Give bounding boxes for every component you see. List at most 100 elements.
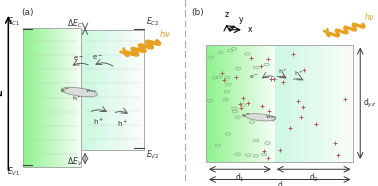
Bar: [316, 45, 319, 162]
Bar: [136, 30, 138, 150]
Bar: [138, 30, 140, 150]
Bar: [71, 28, 73, 167]
Bar: [314, 45, 317, 162]
Bar: [134, 30, 136, 150]
Bar: [135, 30, 137, 150]
Bar: [81, 30, 144, 150]
Bar: [28, 28, 29, 167]
Bar: [349, 45, 352, 162]
Bar: [216, 45, 218, 162]
Bar: [307, 45, 310, 162]
Bar: [52, 28, 53, 167]
Bar: [81, 30, 83, 150]
Bar: [38, 28, 40, 167]
Text: y: y: [239, 15, 243, 24]
Bar: [91, 30, 92, 150]
Bar: [107, 30, 109, 150]
Bar: [141, 30, 143, 150]
Bar: [123, 30, 124, 150]
Bar: [346, 45, 349, 162]
Bar: [218, 45, 221, 162]
Text: h$^+$: h$^+$: [117, 118, 129, 129]
Bar: [226, 45, 228, 162]
Bar: [109, 30, 111, 150]
Bar: [287, 45, 290, 162]
Bar: [235, 45, 238, 162]
Bar: [253, 45, 256, 162]
Bar: [231, 45, 234, 162]
Text: $E_{C2}$: $E_{C2}$: [146, 15, 159, 28]
Bar: [129, 30, 130, 150]
Bar: [299, 45, 302, 162]
Bar: [36, 28, 38, 167]
Bar: [79, 28, 81, 167]
Bar: [40, 28, 42, 167]
Bar: [250, 45, 253, 162]
Bar: [93, 30, 94, 150]
Text: e$^-$: e$^-$: [92, 53, 103, 62]
Bar: [125, 30, 126, 150]
Bar: [292, 45, 295, 162]
Bar: [88, 30, 90, 150]
Bar: [78, 28, 80, 167]
Bar: [285, 45, 287, 162]
Bar: [302, 45, 305, 162]
Bar: [47, 28, 48, 167]
Text: $v_{rec}$: $v_{rec}$: [85, 87, 98, 95]
Ellipse shape: [245, 114, 276, 121]
Bar: [26, 28, 27, 167]
Bar: [105, 30, 107, 150]
Bar: [53, 28, 54, 167]
Bar: [213, 45, 216, 162]
Bar: [63, 28, 64, 167]
Text: h$^+$: h$^+$: [294, 69, 305, 78]
Text: d$_{yz}$: d$_{yz}$: [363, 97, 376, 110]
Bar: [331, 45, 334, 162]
Bar: [341, 45, 344, 162]
Bar: [25, 28, 26, 167]
Bar: [243, 45, 246, 162]
Text: d$_2$: d$_2$: [309, 171, 319, 184]
Bar: [124, 30, 125, 150]
Bar: [103, 30, 104, 150]
Bar: [31, 28, 33, 167]
Bar: [39, 28, 40, 167]
Bar: [99, 30, 100, 150]
Ellipse shape: [61, 87, 98, 97]
Bar: [309, 45, 312, 162]
Bar: [51, 28, 52, 167]
Bar: [128, 30, 129, 150]
Bar: [304, 45, 307, 162]
Bar: [54, 28, 55, 167]
Bar: [339, 45, 342, 162]
Text: h$^+$: h$^+$: [278, 67, 288, 76]
Bar: [56, 28, 57, 167]
Bar: [113, 30, 115, 150]
Bar: [43, 28, 45, 167]
Bar: [228, 45, 231, 162]
Bar: [96, 30, 97, 150]
Bar: [94, 30, 95, 150]
Bar: [115, 30, 116, 150]
Bar: [277, 45, 280, 162]
Bar: [272, 45, 275, 162]
Bar: [143, 30, 144, 150]
Bar: [329, 45, 332, 162]
Bar: [82, 30, 84, 150]
Bar: [255, 45, 258, 162]
Bar: [126, 30, 127, 150]
Bar: [127, 30, 129, 150]
Bar: [233, 45, 236, 162]
Bar: [36, 28, 37, 167]
Bar: [66, 28, 67, 167]
Text: (a): (a): [21, 8, 33, 17]
Bar: [280, 45, 282, 162]
Bar: [104, 30, 105, 150]
Bar: [121, 30, 122, 150]
Bar: [59, 28, 60, 167]
Bar: [26, 28, 28, 167]
Bar: [311, 45, 314, 162]
Bar: [48, 28, 50, 167]
Bar: [131, 30, 133, 150]
Bar: [108, 30, 110, 150]
